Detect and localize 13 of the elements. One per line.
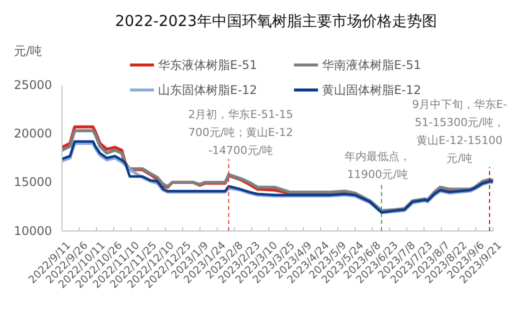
ref-line-label: 年内最低点，11900元/吨 (344, 150, 411, 181)
ref-line-label: 9月中下旬，华东E-51-15300元/吨，黄山E-12-15100元/吨 (412, 98, 508, 165)
y-axis-title: 元/吨 (14, 44, 42, 58)
chart-title: 2022-2023年中国环氧树脂主要市场价格走势图 (115, 12, 437, 30)
ref-line-label: 2月初，华东E-51-15700元/吨；黄山E-12-14700元/吨 (188, 108, 294, 157)
y-tick-label: 20000 (14, 126, 52, 141)
y-tick-label: 10000 (14, 224, 52, 238)
y-tick-label: 15000 (14, 175, 52, 190)
legend-label: 山东固体树脂E-12 (158, 83, 258, 97)
legend-label: 华南液体树脂E-51 (322, 58, 422, 72)
legend-label: 黄山固体树脂E-12 (322, 83, 422, 97)
legend-label: 华东液体树脂E-51 (158, 58, 258, 72)
y-tick-label: 25000 (14, 78, 52, 92)
